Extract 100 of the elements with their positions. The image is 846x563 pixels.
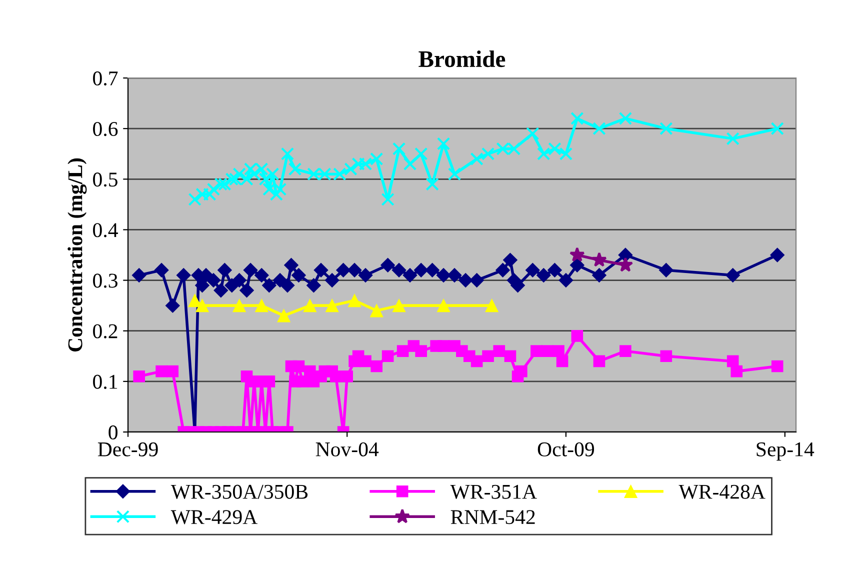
point <box>280 278 295 293</box>
point <box>392 142 406 156</box>
point <box>380 258 396 272</box>
point <box>188 192 202 206</box>
y-tick-label: 0.7 <box>93 71 118 86</box>
point <box>436 268 451 282</box>
chart-title: Bromide <box>418 50 506 68</box>
point <box>165 298 180 313</box>
point <box>536 268 551 282</box>
point <box>414 147 428 160</box>
x-tick-label: Nov-04 <box>316 442 379 456</box>
point <box>303 298 317 312</box>
point <box>592 268 606 282</box>
point <box>559 147 573 160</box>
point <box>547 262 562 278</box>
point <box>414 262 428 278</box>
point <box>660 122 673 136</box>
x-tick-label: Dec-99 <box>98 442 158 456</box>
point <box>402 268 418 282</box>
x-tick-label: Sep-14 <box>756 442 814 461</box>
point <box>254 268 269 282</box>
legend-label: WR-429A <box>170 510 258 524</box>
point <box>470 152 484 166</box>
point <box>206 273 221 288</box>
point <box>288 162 302 176</box>
point <box>381 192 394 206</box>
point <box>255 298 268 312</box>
point <box>336 262 351 278</box>
point <box>447 268 462 282</box>
point <box>266 167 280 181</box>
point <box>262 278 276 293</box>
point <box>314 262 328 278</box>
point <box>347 262 362 278</box>
point <box>358 268 373 282</box>
y-tick-label: 0.6 <box>93 122 118 136</box>
point <box>448 167 462 181</box>
point <box>526 127 540 140</box>
point <box>370 304 384 318</box>
point <box>240 283 254 298</box>
point <box>214 283 228 298</box>
point <box>558 273 574 288</box>
point <box>306 278 321 293</box>
point <box>280 147 294 160</box>
point <box>770 122 784 136</box>
point <box>570 112 584 126</box>
point <box>403 157 417 171</box>
legend-label: RNM-542 <box>450 510 535 524</box>
point <box>258 172 272 186</box>
point <box>570 247 585 262</box>
point <box>658 262 674 278</box>
point <box>436 137 450 150</box>
point <box>291 268 306 282</box>
point <box>592 252 607 267</box>
point <box>726 132 740 146</box>
point <box>525 262 540 278</box>
point <box>485 298 498 312</box>
point <box>206 182 220 196</box>
legend-label: WR-351A <box>450 484 537 499</box>
legend-label: WR-350A/350B <box>170 484 308 499</box>
point <box>325 298 339 312</box>
point <box>392 298 406 312</box>
point <box>277 309 290 322</box>
y-axis-title: Concentration (mg/L) <box>68 158 87 352</box>
point <box>592 122 606 136</box>
point <box>195 278 210 293</box>
y-tick-label: 0.4 <box>93 223 118 238</box>
point <box>217 262 232 278</box>
point <box>537 147 550 160</box>
point <box>570 258 584 272</box>
point <box>425 262 440 278</box>
legend-label: WR-428A <box>678 484 766 499</box>
point <box>548 142 562 156</box>
point <box>284 258 298 272</box>
point <box>726 268 740 282</box>
point <box>618 257 634 272</box>
point <box>458 273 473 288</box>
point <box>344 162 358 176</box>
y-tick-label: 0 <box>108 425 118 440</box>
y-tick-label: 0.2 <box>93 324 118 338</box>
point <box>243 262 258 278</box>
point <box>232 273 247 288</box>
point <box>470 273 484 288</box>
point <box>132 268 146 282</box>
x-tick-label: Oct-09 <box>538 442 594 456</box>
point <box>618 112 632 126</box>
point <box>154 262 169 278</box>
point <box>176 268 191 282</box>
point <box>232 298 246 312</box>
point <box>214 178 228 191</box>
y-tick-label: 0.1 <box>93 374 118 389</box>
point <box>436 298 450 312</box>
point <box>481 147 495 160</box>
point <box>502 252 518 268</box>
y-tick-label: 0.5 <box>93 172 118 187</box>
y-tick-label: 0.3 <box>93 274 118 288</box>
point <box>196 298 209 312</box>
point <box>270 188 283 201</box>
point <box>324 273 340 288</box>
point <box>392 262 406 278</box>
point <box>770 248 785 262</box>
